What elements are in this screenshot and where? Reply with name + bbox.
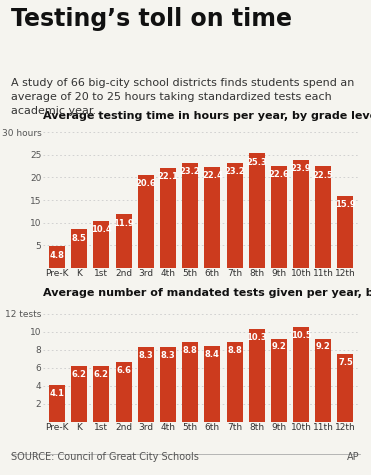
Bar	[227, 342, 243, 422]
Text: 4.8: 4.8	[50, 251, 65, 260]
Bar	[271, 339, 287, 422]
Bar	[227, 163, 243, 268]
Bar	[71, 366, 87, 422]
Bar	[160, 168, 176, 268]
Bar	[71, 229, 87, 268]
Text: 23.2: 23.2	[180, 167, 201, 176]
Text: 8.3: 8.3	[161, 351, 175, 360]
Text: AP: AP	[347, 452, 360, 462]
Text: A study of 66 big-city school districts finds students spend an
average of 20 to: A study of 66 big-city school districts …	[11, 78, 355, 115]
Text: Average number of mandated tests given per year, by grade level:: Average number of mandated tests given p…	[43, 288, 371, 298]
Bar	[182, 163, 198, 268]
Bar	[315, 339, 331, 422]
Text: 8.8: 8.8	[227, 346, 242, 355]
Bar	[93, 366, 109, 422]
Bar	[338, 354, 354, 422]
Bar	[116, 362, 132, 422]
Text: 11.9: 11.9	[113, 218, 134, 228]
Bar	[271, 166, 287, 268]
Text: 20.6: 20.6	[135, 179, 156, 188]
Text: 10.5: 10.5	[291, 331, 312, 340]
Bar	[293, 160, 309, 268]
Text: 15.9: 15.9	[335, 200, 356, 209]
Text: 10.3: 10.3	[246, 332, 267, 342]
Bar	[116, 214, 132, 268]
Bar	[160, 347, 176, 422]
Text: 23.9: 23.9	[291, 164, 311, 173]
Bar	[315, 166, 331, 268]
Bar	[93, 221, 109, 268]
Text: SOURCE: Council of Great City Schools: SOURCE: Council of Great City Schools	[11, 452, 199, 462]
Text: 22.4: 22.4	[202, 171, 223, 180]
Bar	[249, 329, 265, 422]
Text: 7.5: 7.5	[338, 358, 353, 367]
Text: Testing’s toll on time: Testing’s toll on time	[11, 7, 292, 31]
Text: 25.3: 25.3	[246, 158, 267, 167]
Bar	[338, 196, 354, 268]
Text: 4.1: 4.1	[50, 389, 65, 398]
Text: 6.2: 6.2	[72, 370, 87, 379]
Bar	[49, 385, 65, 422]
Bar	[49, 246, 65, 268]
Bar	[293, 327, 309, 422]
Text: 8.5: 8.5	[72, 234, 87, 243]
Bar	[138, 347, 154, 422]
Text: 10.4: 10.4	[91, 226, 112, 234]
Bar	[138, 175, 154, 268]
Text: 8.4: 8.4	[205, 350, 220, 359]
Text: 8.3: 8.3	[138, 351, 153, 360]
Text: 9.2: 9.2	[316, 342, 331, 352]
Text: 6.6: 6.6	[116, 366, 131, 375]
Text: 23.2: 23.2	[224, 167, 245, 176]
Text: Average testing time in hours per year, by grade level:: Average testing time in hours per year, …	[43, 111, 371, 121]
Bar	[182, 342, 198, 422]
Text: 9.2: 9.2	[272, 342, 286, 352]
Text: 22.6: 22.6	[269, 170, 289, 179]
Bar	[204, 167, 220, 268]
Bar	[204, 346, 220, 422]
Text: 6.2: 6.2	[94, 370, 109, 379]
Bar	[249, 153, 265, 268]
Text: 22.1: 22.1	[158, 172, 178, 181]
Text: 22.5: 22.5	[313, 171, 334, 180]
Text: 8.8: 8.8	[183, 346, 197, 355]
